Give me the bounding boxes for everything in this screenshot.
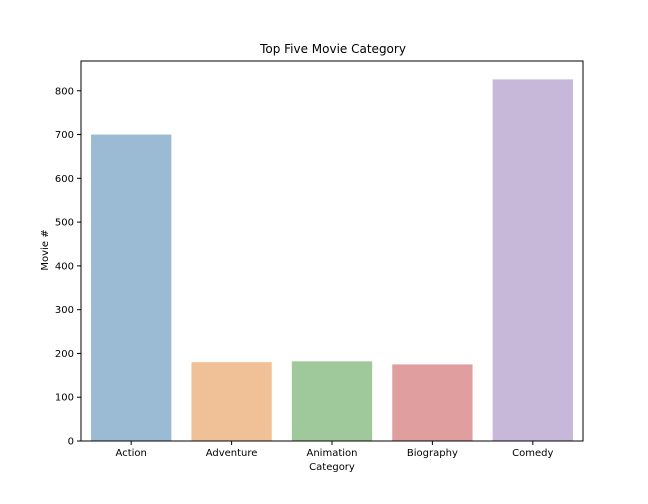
y-axis-ticks: 0 100 200 300 400 500 600 700 800 xyxy=(55,86,81,448)
x-tick-label: Biography xyxy=(407,448,458,459)
bar-comedy xyxy=(492,79,573,442)
x-axis-ticks: Action Adventure Animation Biography Comedy xyxy=(116,441,554,459)
x-tick-label: Animation xyxy=(307,448,358,459)
y-tick-label: 100 xyxy=(55,393,74,404)
y-tick-label: 400 xyxy=(55,261,74,272)
x-tick-label: Adventure xyxy=(206,448,258,459)
y-tick-label: 200 xyxy=(55,349,74,360)
y-axis-label: Movie # xyxy=(40,229,51,270)
y-tick-label: 0 xyxy=(68,437,74,448)
y-tick-label: 800 xyxy=(55,86,74,97)
bar-adventure xyxy=(191,362,272,441)
x-tick-label: Action xyxy=(116,448,147,459)
y-tick-label: 600 xyxy=(55,174,74,185)
x-axis-label: Category xyxy=(309,462,355,473)
y-tick-label: 700 xyxy=(55,130,74,141)
y-tick-label: 300 xyxy=(55,305,74,316)
bar-biography xyxy=(392,364,473,441)
bar-action xyxy=(91,134,172,441)
y-tick-label: 500 xyxy=(55,218,74,229)
bar-animation xyxy=(291,361,373,441)
bars-group xyxy=(91,79,573,442)
x-tick-label: Comedy xyxy=(512,448,553,459)
plot-frame xyxy=(80,60,584,442)
chart-title: Top Five Movie Category xyxy=(259,42,406,56)
